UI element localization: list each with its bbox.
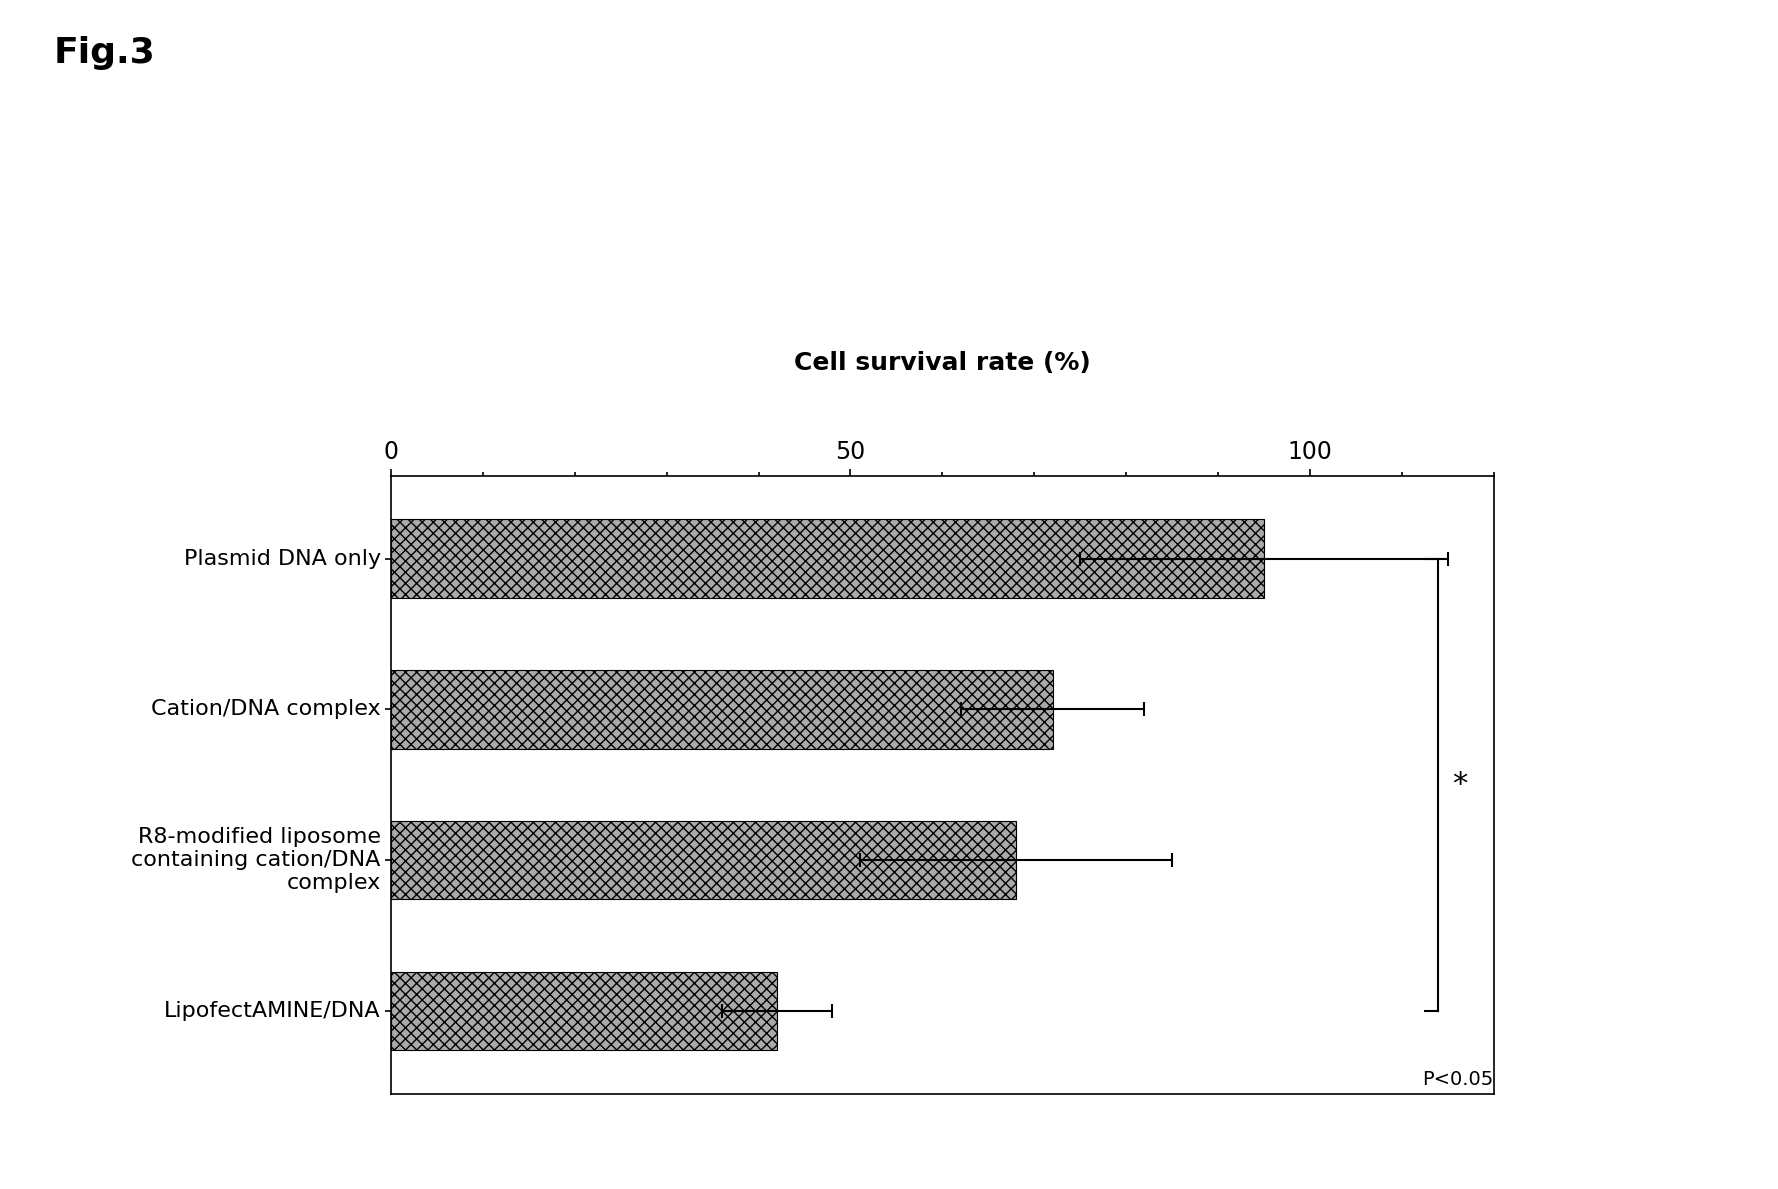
Text: Cell survival rate (%): Cell survival rate (%) bbox=[795, 351, 1090, 375]
Bar bbox=[391, 971, 777, 1050]
Text: Fig.3: Fig.3 bbox=[53, 36, 155, 70]
Text: *: * bbox=[1453, 770, 1467, 799]
Text: P<0.05: P<0.05 bbox=[1422, 1070, 1494, 1089]
Bar bbox=[391, 671, 1053, 749]
Bar bbox=[391, 820, 1015, 899]
Bar bbox=[391, 520, 1264, 598]
